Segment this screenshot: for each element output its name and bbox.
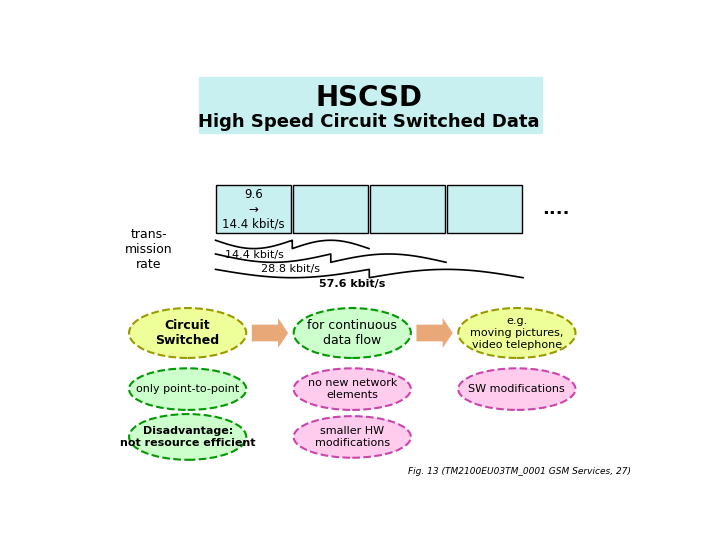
Text: no new network
elements: no new network elements: [307, 379, 397, 400]
Text: 9.6
→
14.4 kbit/s: 9.6 → 14.4 kbit/s: [222, 188, 284, 231]
Text: for continuous
data flow: for continuous data flow: [307, 319, 397, 347]
Text: Circuit
Switched: Circuit Switched: [156, 319, 220, 347]
FancyBboxPatch shape: [446, 185, 522, 233]
Text: ....: ....: [542, 200, 570, 219]
Text: trans-
mission
rate: trans- mission rate: [125, 228, 172, 271]
FancyBboxPatch shape: [199, 77, 542, 133]
Ellipse shape: [458, 308, 575, 358]
FancyBboxPatch shape: [369, 185, 445, 233]
Ellipse shape: [294, 368, 411, 410]
FancyBboxPatch shape: [215, 185, 291, 233]
Ellipse shape: [294, 416, 411, 458]
Text: 28.8 kbit/s: 28.8 kbit/s: [261, 264, 320, 274]
FancyBboxPatch shape: [292, 185, 368, 233]
Text: Fig. 13 (TM2100EU03TM_0001 GSM Services, 27): Fig. 13 (TM2100EU03TM_0001 GSM Services,…: [408, 467, 631, 476]
Text: High Speed Circuit Switched Data: High Speed Circuit Switched Data: [198, 113, 540, 131]
Text: HSCSD: HSCSD: [315, 84, 423, 112]
Text: 14.4 kbit/s: 14.4 kbit/s: [225, 250, 284, 260]
Text: only point-to-point: only point-to-point: [136, 384, 239, 394]
Text: SW modifications: SW modifications: [469, 384, 565, 394]
Ellipse shape: [458, 368, 575, 410]
Text: smaller HW
modifications: smaller HW modifications: [315, 426, 390, 448]
Ellipse shape: [129, 414, 246, 460]
Ellipse shape: [294, 308, 411, 358]
Ellipse shape: [129, 308, 246, 358]
Text: Disadvantage:
not resource efficient: Disadvantage: not resource efficient: [120, 426, 256, 448]
Text: 57.6 kbit/s: 57.6 kbit/s: [319, 279, 385, 289]
Text: e.g.
moving pictures,
video telephone: e.g. moving pictures, video telephone: [470, 316, 564, 349]
Ellipse shape: [129, 368, 246, 410]
